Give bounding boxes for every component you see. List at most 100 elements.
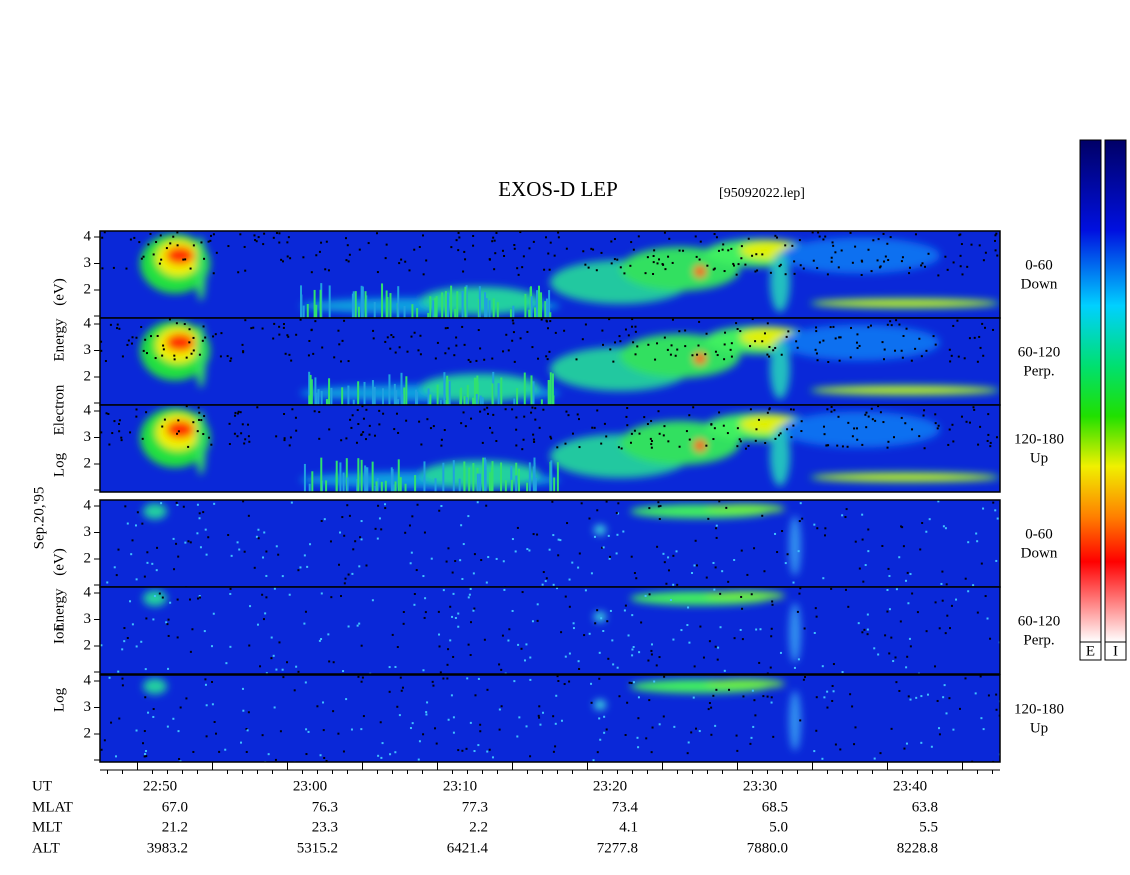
noise: [554, 331, 557, 334]
noise: [101, 267, 104, 270]
noise: [548, 350, 551, 353]
noise: [253, 234, 256, 237]
row-value: 67.0: [162, 799, 188, 815]
noise: [881, 341, 884, 344]
noise: [890, 636, 893, 639]
noise: [289, 436, 292, 439]
spike: [448, 380, 451, 405]
noise: [462, 270, 465, 273]
noise: [692, 406, 695, 409]
noise: [440, 438, 443, 441]
spike: [352, 399, 355, 405]
noise: [408, 524, 411, 527]
panel-direction: Up: [1030, 720, 1048, 736]
noise: [751, 318, 754, 321]
noise: [360, 728, 363, 731]
noise: [178, 758, 181, 761]
noise: [824, 527, 827, 530]
noise: [766, 411, 769, 414]
noise: [320, 592, 323, 595]
noise: [768, 345, 771, 348]
noise: [799, 719, 802, 722]
noise: [211, 680, 214, 683]
noise: [822, 339, 825, 342]
heat-blob: [780, 237, 940, 274]
noise: [422, 575, 425, 578]
noise: [925, 530, 928, 533]
noise: [209, 234, 212, 237]
noise: [187, 540, 190, 543]
noise: [673, 725, 676, 728]
noise: [278, 241, 281, 244]
noise: [696, 353, 699, 356]
spike: [476, 473, 479, 492]
noise: [290, 359, 293, 362]
noise: [229, 645, 232, 648]
noise: [813, 750, 816, 753]
noise: [381, 742, 384, 745]
noise: [240, 432, 243, 435]
noise: [552, 534, 555, 537]
noise: [900, 525, 903, 528]
noise: [580, 502, 583, 505]
axis-label: Energy: [51, 588, 67, 632]
noise: [303, 622, 306, 625]
noise: [198, 418, 201, 421]
noise: [182, 505, 185, 508]
noise: [190, 352, 193, 355]
noise: [347, 625, 350, 628]
noise: [968, 337, 971, 340]
noise: [239, 411, 242, 414]
noise: [526, 330, 529, 333]
noise: [940, 582, 943, 585]
noise: [590, 682, 593, 685]
noise: [652, 254, 655, 257]
noise: [622, 530, 625, 533]
noise: [989, 441, 992, 444]
noise: [525, 643, 528, 646]
noise: [632, 681, 635, 684]
noise: [979, 425, 982, 428]
noise: [827, 444, 830, 447]
noise: [278, 232, 281, 235]
heat-blob: [196, 323, 206, 388]
noise: [713, 588, 716, 591]
spike: [496, 302, 499, 318]
noise: [656, 342, 659, 345]
spike: [309, 374, 312, 405]
noise: [564, 655, 567, 658]
noise: [443, 429, 446, 432]
noise: [862, 580, 865, 583]
noise: [220, 332, 223, 335]
noise: [247, 423, 250, 426]
noise: [278, 641, 281, 644]
spike: [308, 395, 311, 405]
noise: [142, 255, 145, 258]
noise: [360, 433, 363, 436]
noise: [145, 617, 148, 620]
spike: [404, 483, 407, 492]
noise: [754, 270, 757, 273]
noise: [923, 409, 926, 412]
spike: [512, 305, 515, 318]
noise: [501, 634, 504, 637]
noise: [557, 554, 560, 557]
noise: [598, 717, 601, 720]
noise: [463, 250, 466, 253]
noise: [834, 251, 837, 254]
noise: [460, 422, 463, 425]
y-tick-label: 3: [84, 255, 92, 271]
noise: [282, 326, 285, 329]
noise: [687, 741, 690, 744]
noise: [494, 252, 497, 255]
noise: [425, 259, 428, 262]
noise: [184, 258, 187, 261]
noise: [975, 532, 978, 535]
spike: [553, 477, 556, 492]
noise: [192, 750, 195, 753]
spike: [390, 467, 393, 492]
noise: [214, 333, 217, 336]
noise: [218, 750, 221, 753]
noise: [830, 256, 833, 259]
